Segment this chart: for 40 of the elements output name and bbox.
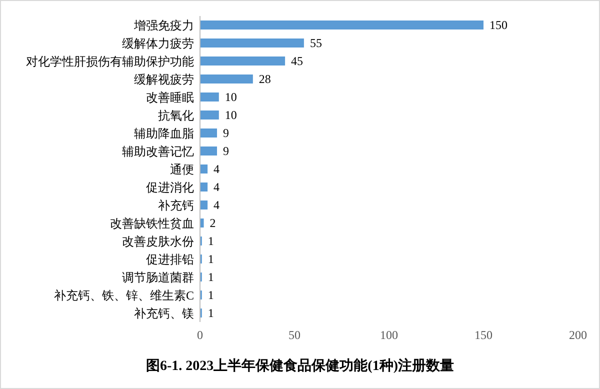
y-tick-label: 改善睡眠 [146, 90, 194, 104]
y-tick-label: 缓解体力疲劳 [122, 36, 194, 50]
data-label: 4 [214, 180, 220, 194]
y-tick-label: 抗氧化 [158, 108, 194, 122]
y-tick-label: 补充钙 [158, 198, 194, 212]
x-tick-label: 100 [380, 328, 398, 342]
data-label: 1 [208, 270, 214, 284]
data-label: 1 [208, 252, 214, 266]
data-label: 4 [214, 198, 220, 212]
data-label: 55 [310, 36, 322, 50]
data-label: 9 [223, 126, 230, 140]
y-tick-label: 缓解视疲劳 [134, 72, 194, 86]
y-tick-label: 辅助改善记忆 [122, 144, 194, 158]
x-tick-label: 0 [197, 328, 203, 342]
data-label: 1 [208, 288, 214, 302]
y-tick-label: 改善皮肤水份 [122, 234, 194, 248]
y-tick-label: 促进消化 [146, 180, 194, 194]
data-label: 1 [208, 306, 214, 320]
x-tick-label: 50 [288, 328, 300, 342]
data-label: 10 [224, 108, 237, 122]
data-label: 28 [258, 72, 271, 86]
x-tick-label: 200 [569, 328, 587, 342]
y-tick-label: 调节肠道菌群 [122, 270, 194, 284]
y-tick-label: 增强免疫力 [133, 18, 194, 32]
data-label: 2 [210, 216, 216, 230]
data-label: 4 [214, 162, 220, 176]
y-tick-label: 对化学性肝损伤有辅助保护功能 [26, 54, 194, 68]
y-tick-label: 通便 [170, 162, 194, 176]
text: 图6-1. 2023上半年保健食品保健功能(1种)注册数量 [146, 357, 454, 374]
data-label: 10 [224, 90, 237, 104]
y-tick-label: 改善缺铁性贫血 [110, 216, 194, 230]
data-label: 1 [208, 234, 214, 248]
x-tick-label: 150 [474, 328, 492, 342]
y-tick-label: 促进排铅 [146, 252, 194, 266]
data-label: 150 [490, 18, 508, 32]
data-label: 45 [291, 54, 304, 68]
data-label: 9 [223, 144, 230, 158]
y-tick-label: 辅助降血脂 [134, 126, 194, 140]
y-tick-label: 补充钙、铁、锌、维生素C [54, 288, 194, 302]
y-tick-label: 补充钙、镁 [134, 306, 194, 320]
